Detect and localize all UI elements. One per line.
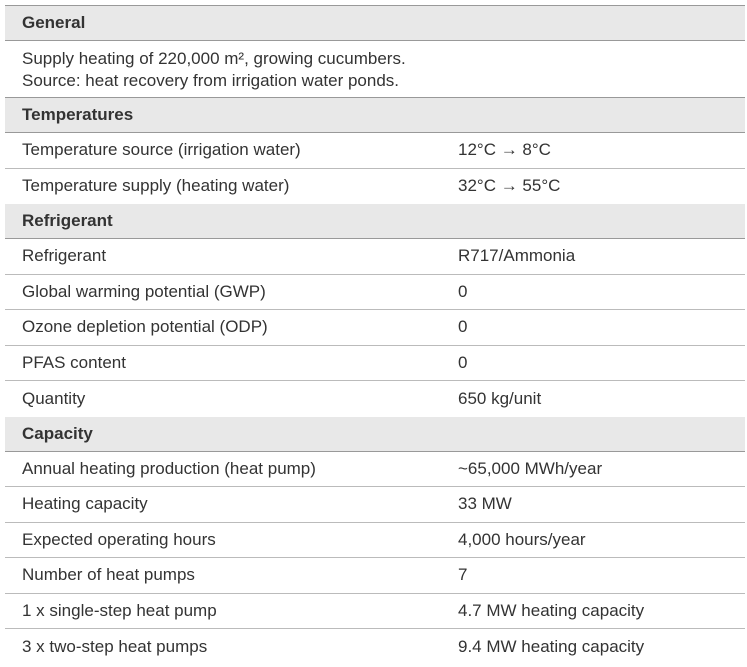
table-row: Temperature source (irrigation water) 12°… (5, 133, 745, 169)
row-label: Number of heat pumps (22, 565, 195, 585)
row-value: 4,000 hours/year (458, 529, 586, 549)
text-line: Source: heat recovery from irrigation wa… (22, 71, 400, 90)
table-row: Quantity 650 kg/unit (5, 381, 745, 417)
text-line: Supply heating of 220,000 m², growing cu… (22, 49, 406, 68)
row-value: 32°C → 55°C (458, 176, 561, 196)
row-label: Refrigerant (22, 246, 107, 266)
table-row: Annual heating production (heat pump) ~65… (5, 452, 745, 487)
section-text: Supply heating of 220,000 m², growing cu… (5, 41, 745, 98)
table-row: Number of heat pumps 7 (5, 558, 745, 594)
table-row: Temperature supply (heating water) 32°C →… (5, 169, 745, 205)
row-label: Annual heating production (heat pump) (22, 458, 316, 478)
table-row: Expected operating hours 4,000 hours/year (5, 523, 745, 558)
row-value: R717/Ammonia (458, 246, 576, 266)
row-label: Quantity (22, 388, 86, 408)
section-title: General (5, 6, 745, 41)
row-value: 33 MW (458, 494, 512, 514)
section: Refrigerant Refrigerant R717/Ammonia Global… (5, 204, 745, 417)
table-row: 1 x single-step heat pump 4.7 MW heating … (5, 594, 745, 629)
section-title: Temperatures (5, 98, 745, 133)
section: General Supply heating of 220,000 m², gro… (5, 6, 745, 98)
row-value: 0 (458, 281, 468, 301)
table-row: Heating capacity 33 MW (5, 487, 745, 523)
row-value: 4.7 MW heating capacity (458, 600, 645, 620)
section-title: Capacity (5, 416, 745, 452)
row-value: 0 (458, 317, 468, 337)
row-label: Heating capacity (22, 494, 148, 514)
row-label: 1 x single-step heat pump (22, 600, 217, 620)
row-value: 650 kg/unit (458, 388, 542, 408)
section: Capacity Annual heating production (heat … (5, 416, 745, 665)
row-value: 7 (458, 565, 468, 585)
table-row: 3 x two-step heat pumps 9.4 MW heating ca… (5, 629, 745, 665)
row-label: Global warming potential (GWP) (22, 281, 266, 301)
table-row: Global warming potential (GWP) 0 (5, 275, 745, 310)
row-label: Temperature source (irrigation water) (22, 140, 301, 160)
table-row: Ozone depletion potential (ODP) 0 (5, 310, 745, 346)
section-title: Refrigerant (5, 204, 745, 239)
row-value: ~65,000 MWh/year (458, 458, 603, 478)
section: Temperatures Temperature source (irrigati… (5, 98, 745, 204)
row-value: 12°C → 8°C (458, 140, 551, 160)
row-label: Temperature supply (heating water) (22, 176, 290, 196)
spec-table: General Supply heating of 220,000 m², gro… (5, 5, 745, 665)
row-label: 3 x two-step heat pumps (22, 636, 208, 656)
row-label: Ozone depletion potential (ODP) (22, 317, 268, 337)
row-label: Expected operating hours (22, 529, 216, 549)
row-value: 9.4 MW heating capacity (458, 636, 645, 656)
row-label: PFAS content (22, 352, 126, 372)
row-value: 0 (458, 352, 468, 372)
table-row: PFAS content 0 (5, 346, 745, 381)
table-row: Refrigerant R717/Ammonia (5, 239, 745, 275)
